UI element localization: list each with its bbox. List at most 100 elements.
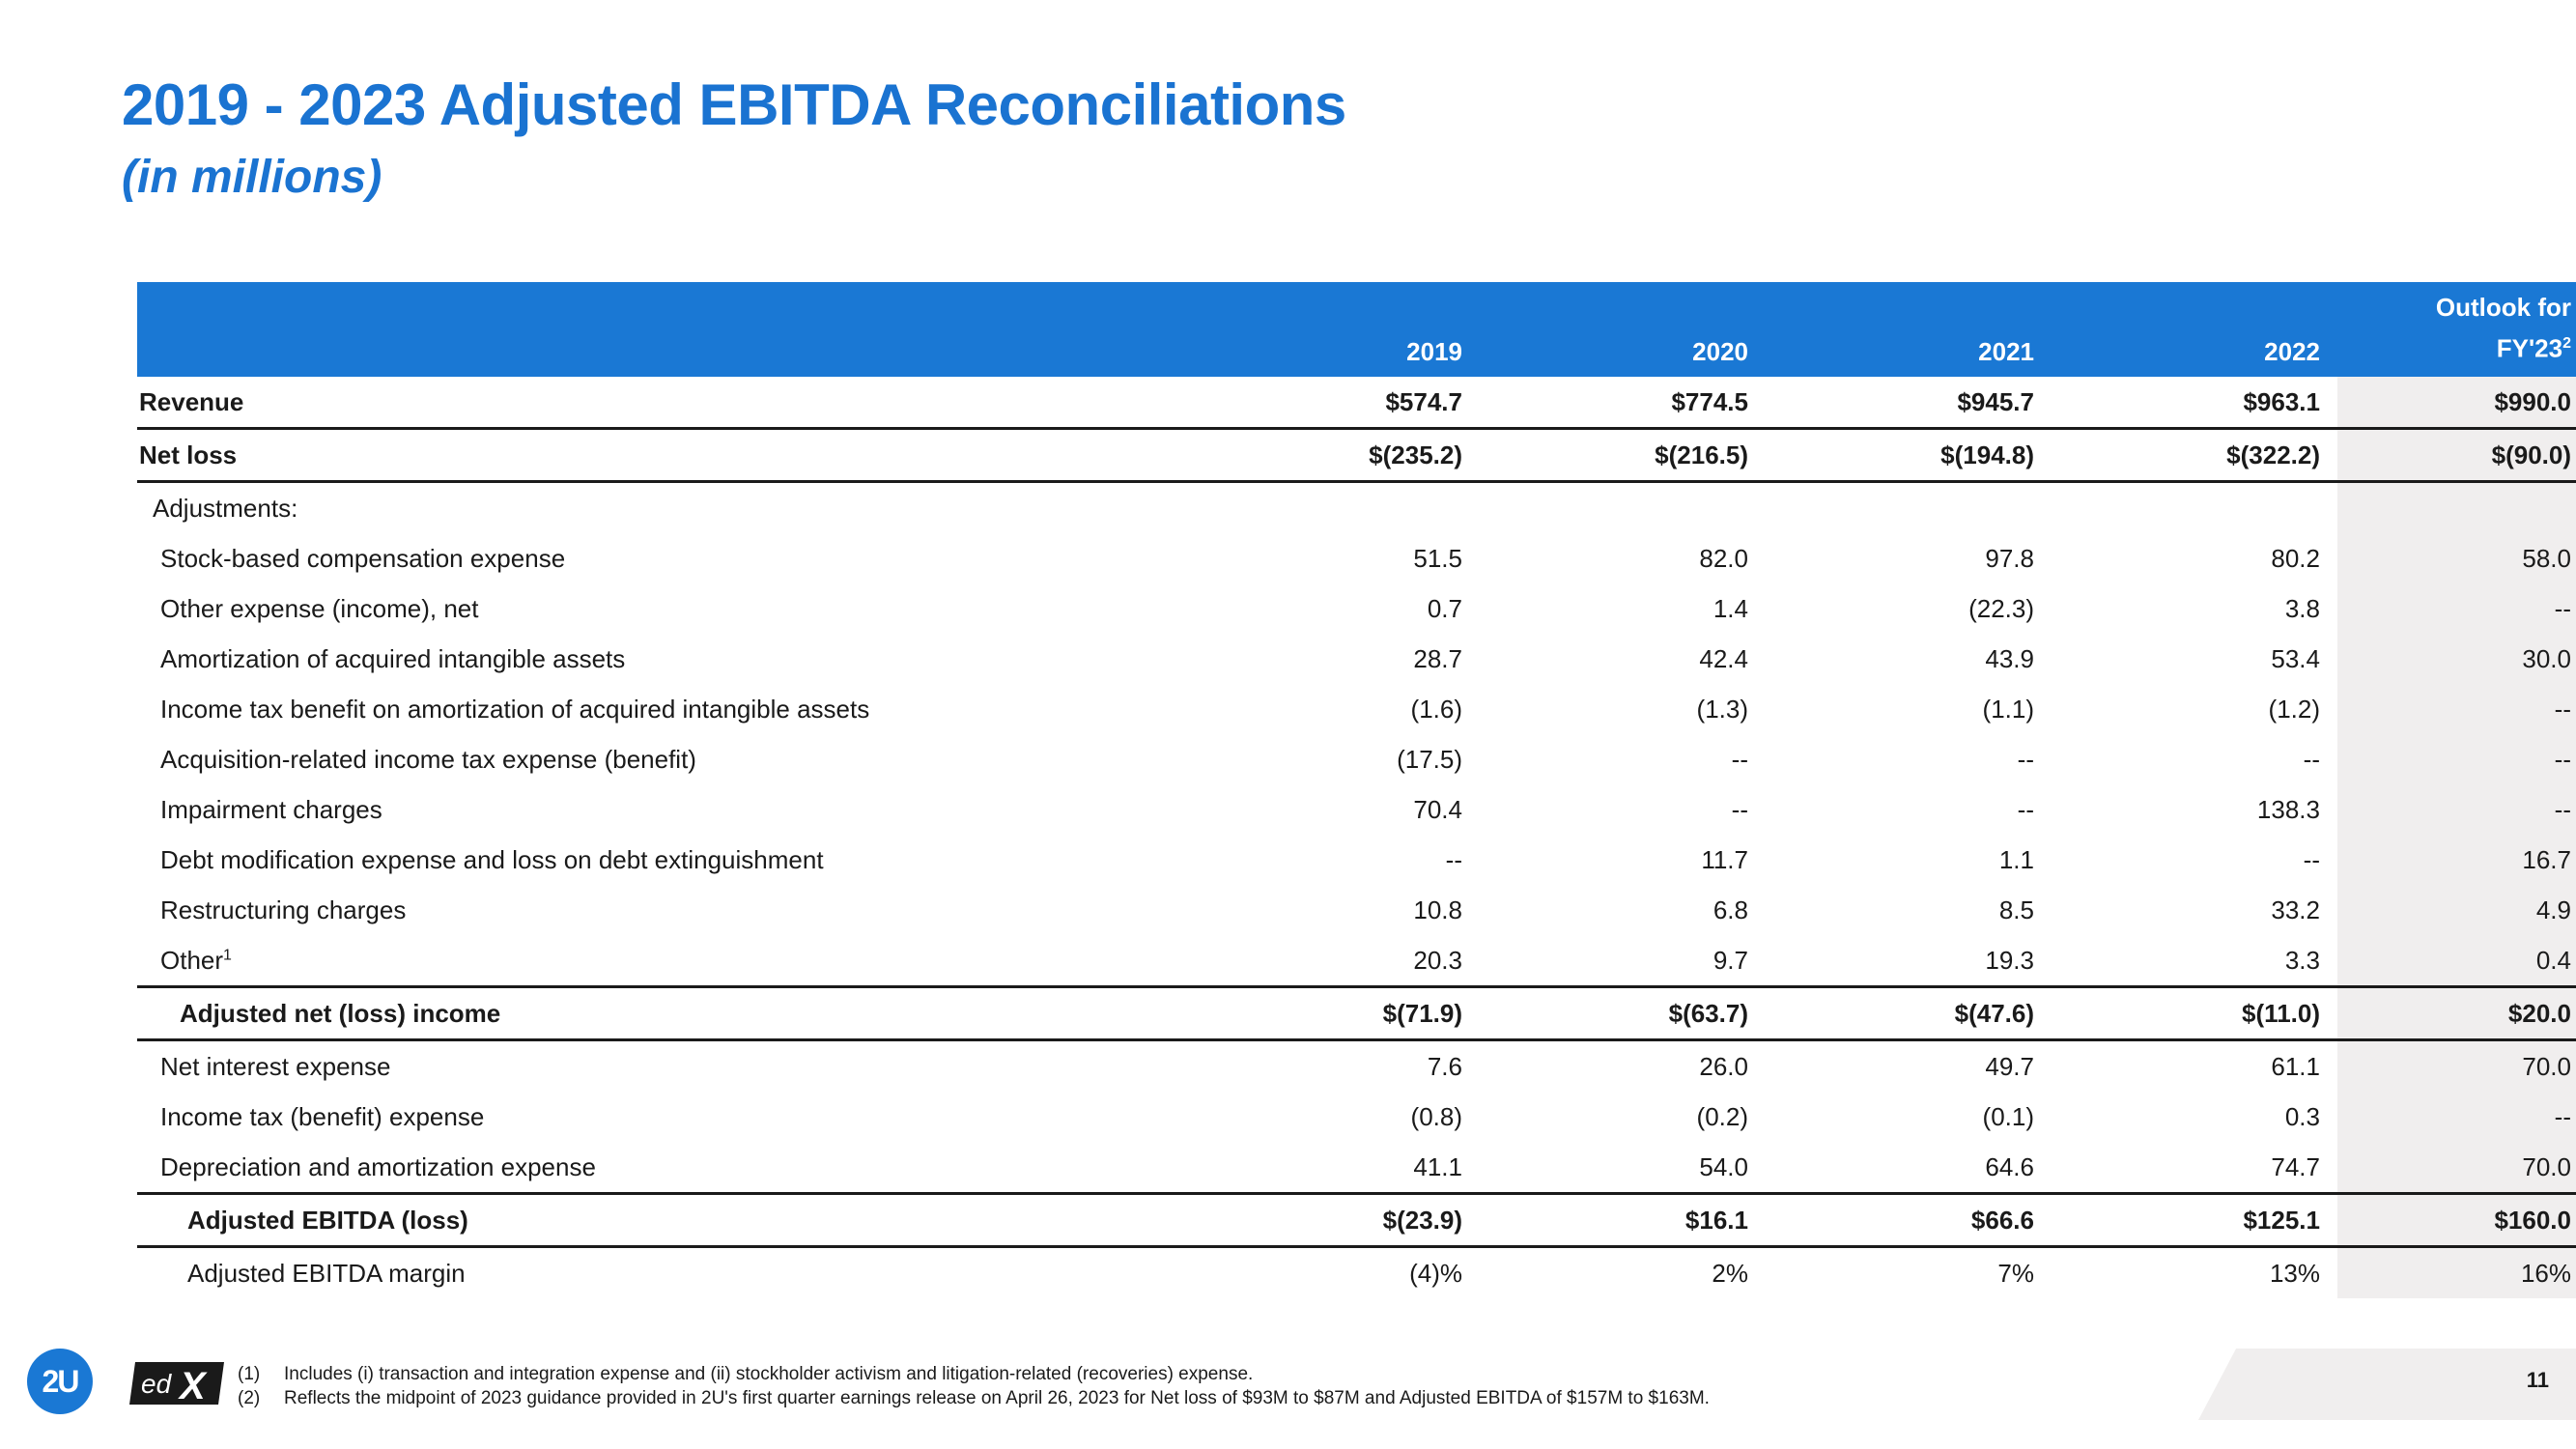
- row-label-text: Adjusted EBITDA margin: [187, 1258, 466, 1288]
- twou-logo: 2U: [27, 1349, 93, 1414]
- cell-value: 3.3: [2052, 935, 2337, 988]
- table-row: Depreciation and amortization expense 41.…: [137, 1142, 2576, 1195]
- row-label: Net loss: [137, 428, 1194, 483]
- row-label: Net interest expense: [137, 1040, 1194, 1093]
- cell-value: 42.4: [1699, 643, 1748, 673]
- row-label: Adjustments:: [137, 482, 1194, 534]
- cell-value: 26.0: [1699, 1051, 1748, 1081]
- page-number: 11: [2526, 1368, 2549, 1392]
- table-row: Stock-based compensation expense 51.5 82.0…: [137, 533, 2576, 583]
- cell-value: 49.7: [1985, 1051, 2034, 1081]
- row-label-text: Restructuring charges: [160, 895, 407, 924]
- cell-value: 1.1: [1998, 844, 2034, 874]
- cell-value: 9.7: [1480, 935, 1766, 988]
- cell-outlook: --: [2337, 1092, 2576, 1142]
- row-label: Acquisition-related income tax expense (…: [137, 734, 1194, 784]
- cell-value: [1194, 482, 1480, 534]
- header-outlook-line2: FY'232: [2337, 326, 2571, 367]
- cell-value: 3.8: [2284, 593, 2320, 623]
- row-label: Depreciation and amortization expense: [137, 1142, 1194, 1195]
- table-row: Revenue $574.7 $774.5 $945.7 $963.1 $990.0: [137, 377, 2576, 430]
- header-label-cell: [137, 282, 1194, 377]
- table-row: Net interest expense 7.6 26.0 49.7 61.1 70.0: [137, 1039, 2576, 1093]
- footnote-1-number: (1): [238, 1364, 261, 1384]
- page-title: 2019 - 2023 Adjusted EBITDA Reconciliati…: [122, 72, 1346, 137]
- cell-value: 97.8: [1985, 543, 2034, 573]
- cell-value: $(71.9): [1194, 986, 1480, 1041]
- cell-value: $(235.2): [1194, 428, 1480, 483]
- cell-value: $66.6: [1766, 1193, 2052, 1248]
- cell-value: 64.6: [1766, 1142, 2052, 1195]
- table-row: Adjustments:: [137, 481, 2576, 534]
- header-outlook-fy: FY'23: [2496, 334, 2563, 363]
- cell-outlook: 30.0: [2337, 634, 2576, 684]
- cell-outlook: --: [2337, 734, 2576, 784]
- table-row: Amortization of acquired intangible asse…: [137, 634, 2576, 684]
- ebitda-reconciliation-table-wrap: 2019 2020 2021 2022 Outlook for FY'232 R…: [137, 282, 2576, 1298]
- table-row: Income tax benefit on amortization of ac…: [137, 684, 2576, 734]
- table-row: Other expense (income), net 0.7 1.4 (22.3) 3…: [137, 583, 2576, 634]
- row-label: Other1: [137, 935, 1194, 988]
- row-label: Amortization of acquired intangible asse…: [137, 634, 1194, 684]
- row-label-text: Net loss: [139, 440, 238, 469]
- cell-outlook: [2337, 481, 2576, 533]
- cell-value: 13%: [2269, 1258, 2320, 1288]
- table-row: Restructuring charges 10.8 6.8 8.5 33.2 4.9: [137, 885, 2576, 935]
- cell-value: 10.8: [1413, 895, 1462, 924]
- cell-value: --: [1731, 744, 1748, 774]
- cell-value: 2%: [1712, 1258, 1748, 1288]
- cell-value: 6.8: [1713, 895, 1748, 924]
- cell-value: (0.2): [1696, 1101, 1748, 1131]
- row-label: Adjusted EBITDA (loss): [137, 1193, 1194, 1248]
- cell-value: 80.2: [2271, 543, 2320, 573]
- cell-value: 70.4: [1413, 794, 1462, 824]
- row-label-text: Net interest expense: [160, 1051, 391, 1081]
- page-subtitle: (in millions): [122, 152, 382, 203]
- cell-value: 53.4: [2271, 643, 2320, 673]
- header-2021: 2021: [1766, 282, 2052, 377]
- cell-value: 19.3: [1766, 935, 2052, 988]
- cell-outlook: 16.7: [2337, 835, 2576, 885]
- cell-value: 54.0: [1480, 1142, 1766, 1195]
- cell-outlook: 4.9: [2337, 885, 2576, 935]
- cell-value: (22.3): [1968, 593, 2034, 623]
- footnote-2-text: Reflects the midpoint of 2023 guidance p…: [284, 1388, 1710, 1408]
- edx-logo-text-ed: ed: [141, 1369, 173, 1399]
- header-outlook-line1: Outlook for: [2435, 293, 2571, 323]
- table-header-row: 2019 2020 2021 2022 Outlook for FY'232: [137, 282, 2576, 377]
- header-2020: 2020: [1480, 282, 1766, 377]
- table-row: Adjusted EBITDA margin (4)% 2% 7% 13% 16%: [137, 1246, 2576, 1298]
- cell-value: 20.3: [1194, 935, 1480, 988]
- cell-value: 7%: [1997, 1258, 2034, 1288]
- cell-outlook: $990.0: [2337, 377, 2576, 430]
- cell-value: (1.3): [1696, 694, 1748, 724]
- table-row: Net loss $(235.2) $(216.5) $(194.8) $(322.2)…: [137, 428, 2576, 483]
- table-row: Debt modification expense and loss on de…: [137, 835, 2576, 885]
- footnotes: (1) Includes (i) transaction and integra…: [238, 1362, 1710, 1410]
- cell-value: --: [2017, 794, 2034, 824]
- table-row: Adjusted net (loss) income $(71.9) $(63.7)…: [137, 986, 2576, 1041]
- table-row: Acquisition-related income tax expense (…: [137, 734, 2576, 784]
- row-label-text: Income tax benefit on amortization of ac…: [160, 694, 870, 724]
- cell-value: $963.1: [2052, 377, 2337, 430]
- cell-outlook: 0.4: [2337, 935, 2576, 988]
- table-row: Impairment charges 70.4 -- -- 138.3 --: [137, 784, 2576, 835]
- cell-value: $(47.6): [1766, 986, 2052, 1041]
- edx-logo: ed X: [129, 1362, 224, 1407]
- row-label-text: Depreciation and amortization expense: [160, 1151, 596, 1181]
- cell-value: 41.1: [1194, 1142, 1480, 1195]
- cell-outlook: $(90.0): [2337, 428, 2576, 483]
- cell-value: $574.7: [1194, 377, 1480, 430]
- cell-outlook: 70.0: [2337, 1039, 2576, 1092]
- table-row: Income tax (benefit) expense (0.8) (0.2) (0…: [137, 1092, 2576, 1142]
- cell-value: 51.5: [1413, 543, 1462, 573]
- cell-value: $(11.0): [2052, 986, 2337, 1041]
- cell-value: --: [1731, 794, 1748, 824]
- ebitda-reconciliation-table: 2019 2020 2021 2022 Outlook for FY'232 R…: [137, 282, 2576, 1298]
- cell-value: $(194.8): [1766, 428, 2052, 483]
- row-label: Income tax benefit on amortization of ac…: [137, 684, 1194, 734]
- page-number-band: [2198, 1349, 2576, 1420]
- cell-value: (0.1): [1982, 1101, 2034, 1131]
- row-label: Stock-based compensation expense: [137, 533, 1194, 583]
- cell-value: --: [1445, 844, 1462, 874]
